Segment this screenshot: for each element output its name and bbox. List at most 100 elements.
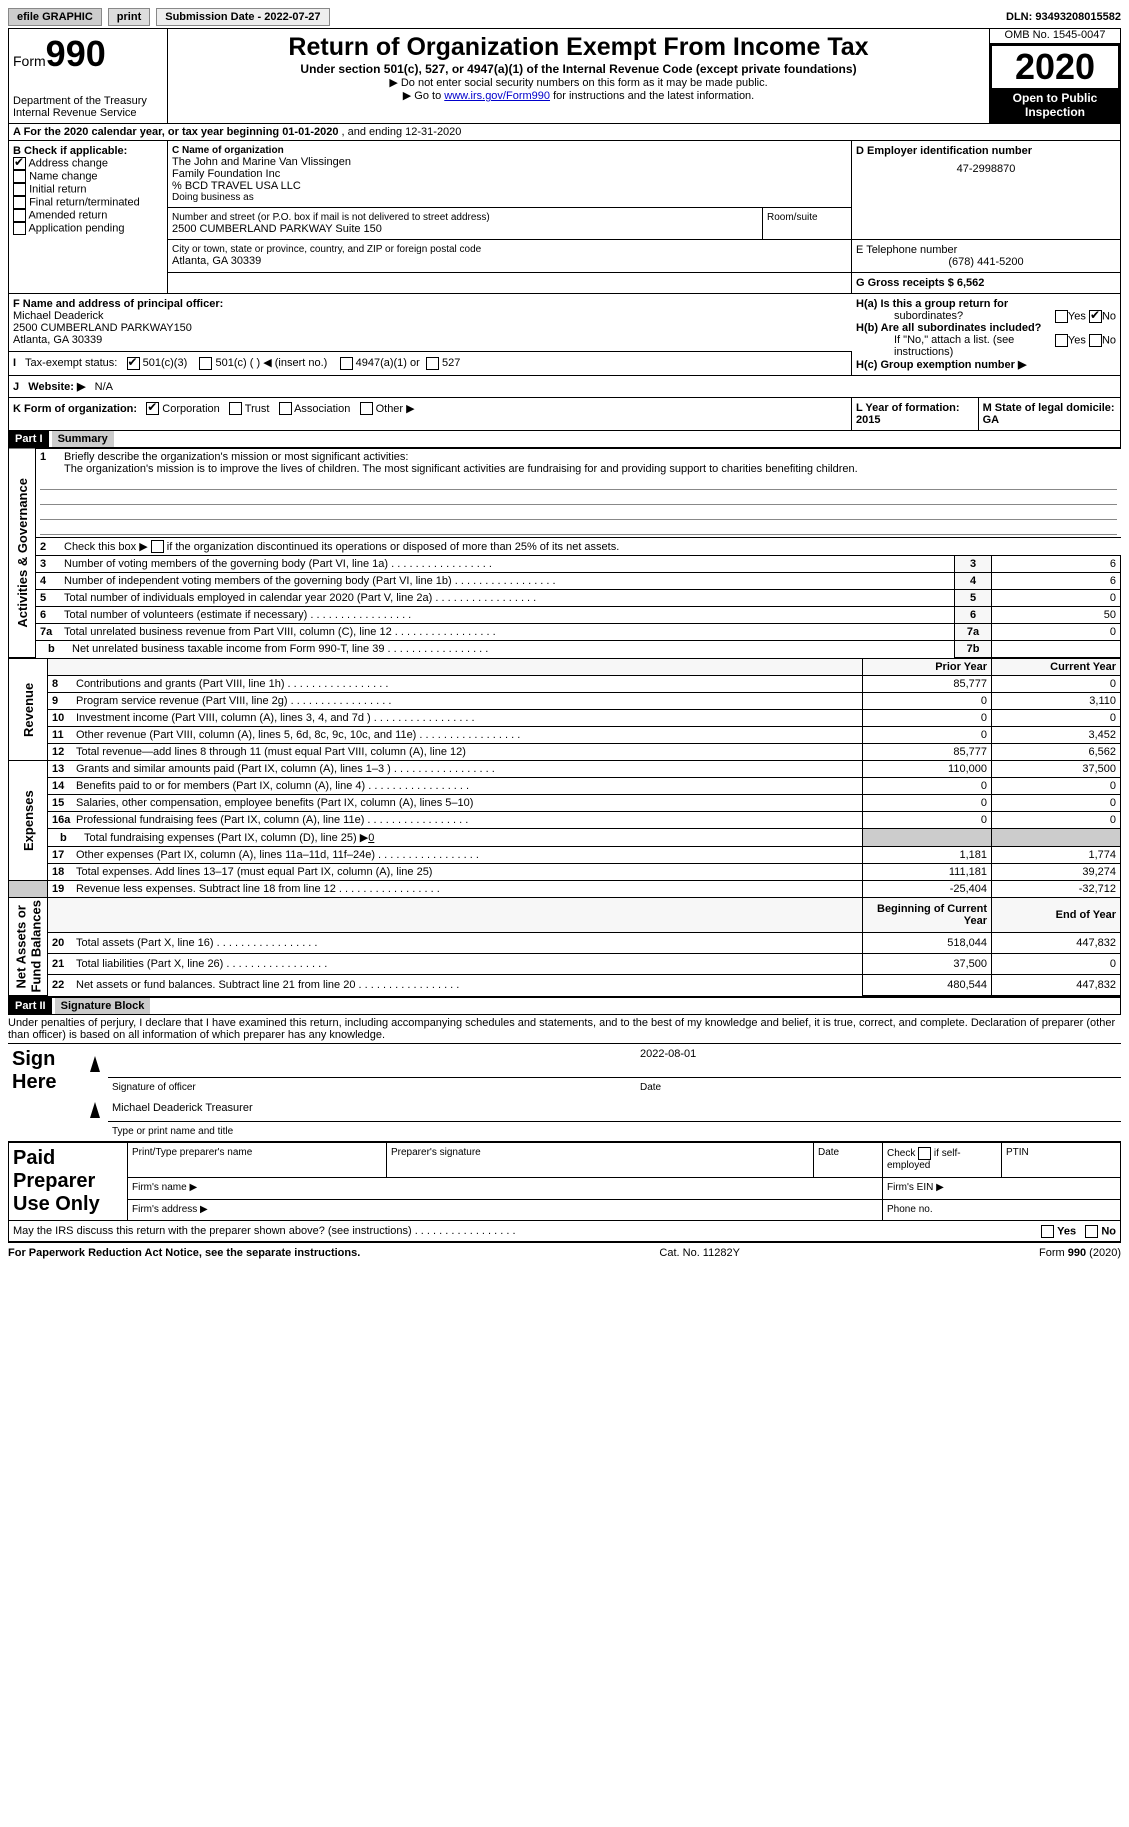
final-return: Final return/terminated: [29, 196, 140, 208]
addr-change: Address change: [28, 157, 108, 169]
q1: Briefly describe the organization's miss…: [64, 451, 1117, 463]
p14: 0: [863, 778, 992, 795]
blank-head2: [48, 898, 863, 933]
n7b: b: [40, 643, 72, 655]
chk-501c3[interactable]: [127, 357, 140, 370]
period-line: A For the 2020 calendar year, or tax yea…: [8, 124, 1121, 141]
period-mid: , and ending 12-31-2020: [342, 126, 462, 138]
c16b: [992, 829, 1121, 847]
footer: For Paperwork Reduction Act Notice, see …: [8, 1247, 1121, 1259]
n6: 6: [40, 609, 64, 621]
checkbox-final[interactable]: [13, 196, 26, 209]
hc-text: H(c) Group exemption number ▶: [856, 359, 1026, 371]
checkbox-amended[interactable]: [13, 209, 26, 222]
paid-preparer-table: Paid Preparer Use Only Print/Type prepar…: [8, 1142, 1121, 1221]
p17: 1,181: [863, 847, 992, 864]
c3: 4947(a)(1) or: [356, 357, 420, 369]
psig: Preparer's signature: [387, 1143, 814, 1178]
sign-here-table: Sign Here 2022-08-01 Signature of office…: [8, 1044, 1121, 1143]
chk-se-cell: Check if self-employed: [883, 1143, 1002, 1178]
c20: 447,832: [992, 933, 1121, 954]
firm-addr: Firm's address ▶: [128, 1199, 883, 1220]
hb-yes[interactable]: [1055, 334, 1068, 347]
chk-other[interactable]: [360, 402, 373, 415]
chk-527[interactable]: [426, 357, 439, 370]
org-name-1: The John and Marine Van Vlissingen: [172, 156, 847, 168]
r13: Grants and similar amounts paid (Part IX…: [76, 763, 858, 775]
c15: 0: [992, 795, 1121, 812]
may-no[interactable]: [1085, 1225, 1098, 1238]
addr-label: Number and street (or P.O. box if mail i…: [172, 212, 758, 223]
name-change: Name change: [29, 170, 98, 182]
ptin: PTIN: [1002, 1143, 1121, 1178]
checkbox-initial[interactable]: [13, 183, 26, 196]
sig-date-val: 2022-08-01: [640, 1048, 1117, 1060]
hb-no[interactable]: [1089, 334, 1102, 347]
boxF-label: F Name and address of principal officer:: [13, 298, 223, 310]
form-title: Return of Organization Exempt From Incom…: [172, 33, 985, 62]
lineI-text: Tax-exempt status:: [25, 357, 117, 369]
chk-corp[interactable]: [146, 402, 159, 415]
n16b: b: [52, 832, 84, 844]
efile-button[interactable]: efile GRAPHIC: [8, 8, 102, 26]
nc5: 5: [955, 590, 992, 607]
boxB-label: B Check if applicable:: [13, 145, 163, 157]
officer-name: Michael Deaderick: [13, 310, 848, 322]
part1-tag: Part I: [9, 431, 49, 447]
r9: Program service revenue (Part VIII, line…: [76, 695, 858, 707]
ha-no[interactable]: [1089, 310, 1102, 323]
r7b: Net unrelated business taxable income fr…: [72, 643, 950, 655]
date-label: Date: [636, 1077, 1121, 1097]
r4: Number of independent voting members of …: [64, 575, 950, 587]
ppn: Print/Type preparer's name: [128, 1143, 387, 1178]
c22: 447,832: [992, 974, 1121, 995]
ein-value: 47-2998870: [856, 163, 1116, 175]
n10: 10: [52, 712, 76, 724]
n5: 5: [40, 592, 64, 604]
open2: Inspection: [990, 105, 1120, 119]
checkbox-address-change[interactable]: [13, 157, 26, 170]
irs-link[interactable]: www.irs.gov/Form990: [444, 90, 550, 102]
n14: 14: [52, 780, 76, 792]
r11: Other revenue (Part VIII, column (A), li…: [76, 729, 858, 741]
amended-return: Amended return: [28, 209, 107, 221]
nc6: 6: [955, 607, 992, 624]
chk-trust[interactable]: [229, 402, 242, 415]
n17: 17: [52, 849, 76, 861]
checkbox-name-change[interactable]: [13, 170, 26, 183]
print-button[interactable]: print: [108, 8, 150, 26]
may-yes[interactable]: [1041, 1225, 1054, 1238]
side-net: Net Assets or Fund Balances: [9, 898, 48, 995]
p20: 518,044: [863, 933, 992, 954]
prior-head: Prior Year: [863, 659, 992, 676]
sign-here: Sign Here: [12, 1048, 82, 1094]
r10: Investment income (Part VIII, column (A)…: [76, 712, 858, 724]
n21: 21: [52, 958, 76, 970]
chk-se: Check: [887, 1148, 915, 1159]
p16a: 0: [863, 812, 992, 829]
submission-date: Submission Date - 2022-07-27: [156, 8, 329, 26]
no2: No: [1102, 334, 1116, 346]
year-formation: L Year of formation: 2015: [856, 402, 960, 426]
chk-501c[interactable]: [199, 357, 212, 370]
r15: Salaries, other compensation, employee b…: [76, 797, 858, 809]
chk-4947[interactable]: [340, 357, 353, 370]
yes2: Yes: [1068, 334, 1086, 346]
c10: 0: [992, 710, 1121, 727]
name-title-val: Michael Deaderick Treasurer: [112, 1102, 1117, 1114]
declaration: Under penalties of perjury, I declare th…: [8, 1015, 1121, 1044]
nc4: 4: [955, 573, 992, 590]
checkbox-app-pending[interactable]: [13, 222, 26, 235]
c11: 3,452: [992, 727, 1121, 744]
chk-self-emp[interactable]: [918, 1147, 931, 1160]
nc7b: 7b: [955, 641, 992, 658]
chk-discontinued[interactable]: [151, 540, 164, 553]
v5: 0: [992, 590, 1121, 607]
p16b: [863, 829, 992, 847]
c13: 37,500: [992, 761, 1121, 778]
n18: 18: [52, 866, 76, 878]
nc3: 3: [955, 556, 992, 573]
firm-name: Firm's name ▶: [128, 1178, 883, 1199]
chk-assoc[interactable]: [279, 402, 292, 415]
ha-yes[interactable]: [1055, 310, 1068, 323]
